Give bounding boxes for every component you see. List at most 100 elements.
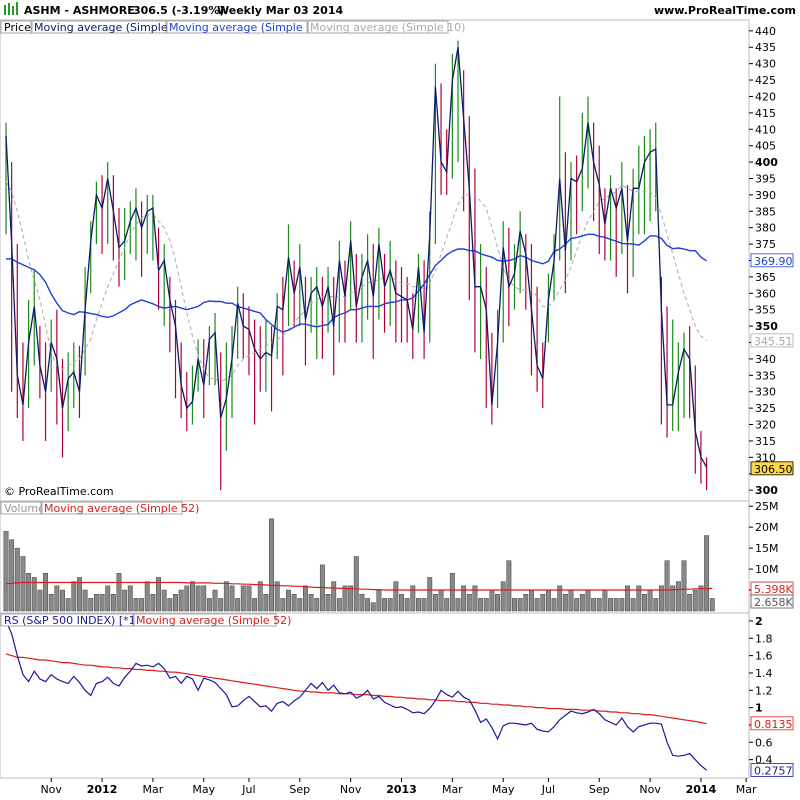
volume-bar bbox=[540, 593, 546, 612]
time-tick-label: Mar bbox=[736, 783, 757, 796]
volume-bar bbox=[336, 598, 342, 612]
price-tick-label: 425 bbox=[755, 74, 776, 87]
volume-bar bbox=[116, 573, 122, 612]
volume-bar bbox=[602, 589, 608, 612]
volume-bar bbox=[133, 598, 139, 612]
volume-bar bbox=[399, 593, 404, 612]
volume-bar bbox=[286, 589, 291, 612]
volume-bar bbox=[263, 593, 269, 612]
volume-value-label: 2.658K bbox=[754, 596, 793, 609]
volume-bar bbox=[681, 560, 687, 612]
time-tick-label: Sep bbox=[289, 783, 310, 796]
price-panel: 3003103153203253303353403503553603653703… bbox=[5, 25, 794, 497]
legend-sma10: Moving average (Simple 10) bbox=[310, 21, 465, 34]
legend-volume-ma52: Moving average (Simple 52) bbox=[44, 502, 199, 515]
price-panel-frame bbox=[0, 19, 750, 502]
volume-bar bbox=[342, 585, 348, 612]
rs-value-label: 0.8135 bbox=[754, 718, 793, 731]
rs-value-tag bbox=[750, 716, 794, 731]
time-tick-label: 2012 bbox=[87, 783, 118, 796]
volume-bar bbox=[483, 598, 489, 612]
volume-bar bbox=[82, 589, 88, 612]
time-tick-label: Mar bbox=[442, 783, 463, 796]
volume-bar bbox=[48, 593, 54, 612]
volume-bar bbox=[240, 585, 246, 612]
rs-value-tag bbox=[750, 763, 794, 777]
rs-tick-label: 1.8 bbox=[755, 632, 773, 645]
rs-tick-label: 1 bbox=[755, 702, 763, 715]
volume-bar bbox=[105, 585, 111, 612]
chart-symbol: ASHM - ASHMORE bbox=[24, 4, 135, 17]
volume-bar bbox=[523, 593, 529, 612]
price-tick-label: 415 bbox=[755, 107, 776, 120]
volume-bar bbox=[692, 589, 698, 612]
volume-bar bbox=[551, 598, 557, 612]
volume-bar bbox=[65, 598, 71, 612]
volume-bar bbox=[704, 535, 710, 612]
volume-bar bbox=[110, 593, 116, 612]
time-tick-label: 2014 bbox=[686, 783, 717, 796]
volume-bar bbox=[444, 598, 450, 612]
time-tick-label: May bbox=[192, 783, 215, 796]
price-tick-label: 440 bbox=[755, 25, 776, 38]
volume-bar bbox=[184, 585, 190, 612]
volume-bar bbox=[280, 598, 286, 612]
volume-bar bbox=[161, 589, 167, 612]
chart-header: ASHM - ASHMORE 306.5 (-3.19%) Weekly Mar… bbox=[0, 0, 800, 20]
legend-sma30: Moving average (Simple 30) bbox=[169, 21, 324, 34]
price-tick-label: 310 bbox=[755, 451, 776, 464]
volume-bar bbox=[235, 598, 241, 612]
volume-bar bbox=[416, 598, 421, 612]
volume-bar bbox=[246, 585, 252, 612]
volume-bar bbox=[139, 598, 145, 612]
header-logo-icon bbox=[4, 2, 18, 15]
copyright-notice: © ProRealTime.com bbox=[4, 485, 114, 498]
volume-bar bbox=[359, 593, 365, 612]
volume-bar bbox=[206, 598, 212, 612]
volume-bar bbox=[308, 593, 314, 612]
volume-bar bbox=[20, 556, 26, 612]
volume-bar bbox=[314, 598, 320, 612]
price-tick-label: 365 bbox=[755, 271, 776, 284]
volume-bar bbox=[574, 598, 580, 612]
time-tick-label: Nov bbox=[40, 783, 62, 796]
volume-bar bbox=[252, 598, 258, 612]
price-tick-label: 330 bbox=[755, 386, 776, 399]
volume-bar bbox=[506, 560, 512, 612]
rs-tick-label: 1.4 bbox=[755, 667, 773, 680]
price-tick-label: 385 bbox=[755, 205, 776, 218]
time-tick-label: 2013 bbox=[386, 783, 417, 796]
price-tick-label: 335 bbox=[755, 369, 776, 382]
price-tick-label: 300 bbox=[755, 484, 778, 497]
price-tick-label: 315 bbox=[755, 435, 776, 448]
volume-bar bbox=[274, 581, 280, 612]
volume-bar bbox=[9, 539, 15, 612]
rs-tick-label: 2 bbox=[755, 615, 763, 628]
volume-bar bbox=[557, 585, 563, 612]
volume-bar bbox=[122, 589, 128, 612]
volume-bar bbox=[495, 593, 501, 612]
price-value-tag bbox=[750, 461, 794, 476]
volume-bar bbox=[167, 598, 173, 612]
time-tick-label: Nov bbox=[639, 783, 661, 796]
volume-bar bbox=[150, 593, 156, 612]
time-tick-label: May bbox=[492, 783, 515, 796]
volume-bar bbox=[37, 589, 43, 612]
volume-bar bbox=[54, 585, 60, 612]
legend-rs: RS (S&P 500 INDEX) [*10] bbox=[4, 614, 147, 627]
rs-legend: RS (S&P 500 INDEX) [*10] Moving average … bbox=[0, 613, 291, 627]
rs-tick-label: 1.6 bbox=[755, 650, 773, 663]
volume-bar bbox=[410, 585, 416, 612]
volume-bar bbox=[455, 598, 461, 612]
volume-bar bbox=[625, 585, 630, 612]
volume-bar bbox=[178, 589, 184, 612]
volume-bar bbox=[675, 581, 681, 612]
volume-bar bbox=[127, 585, 133, 612]
price-tick-label: 405 bbox=[755, 140, 776, 153]
price-line bbox=[5, 47, 708, 468]
price-value-tag bbox=[750, 333, 794, 348]
price-tick-label: 360 bbox=[755, 287, 776, 300]
volume-bar bbox=[427, 577, 433, 612]
volume-bar bbox=[376, 589, 382, 612]
